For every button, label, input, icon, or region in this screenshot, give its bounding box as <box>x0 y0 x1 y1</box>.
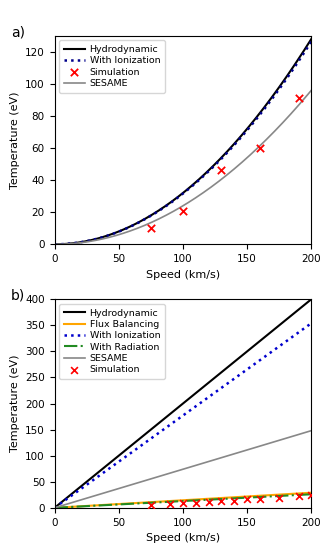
With Ionization <box>53 241 56 248</box>
Line: Flux Balancing: Flux Balancing <box>55 492 311 508</box>
Simulation <box>148 501 153 509</box>
Hydrodynamic <box>53 241 56 248</box>
Simulation <box>148 224 153 233</box>
With Radiation <box>169 498 173 505</box>
With Ionization <box>309 320 313 327</box>
Line: With Ionization: With Ionization <box>55 323 311 508</box>
Hydrodynamic <box>204 170 208 176</box>
SESAME <box>53 241 56 248</box>
SESAME <box>98 236 102 243</box>
SESAME <box>119 231 123 237</box>
SESAME <box>119 485 123 491</box>
SESAME <box>309 87 313 93</box>
Flux Balancing <box>119 501 123 507</box>
SESAME <box>246 154 250 160</box>
SESAME <box>246 446 250 453</box>
SESAME <box>53 505 56 511</box>
Text: b): b) <box>11 289 25 303</box>
X-axis label: Speed (km/s): Speed (km/s) <box>146 533 220 543</box>
With Radiation <box>53 505 56 511</box>
Hydrodynamic <box>98 468 102 474</box>
Simulation <box>219 497 224 506</box>
Flux Balancing <box>224 495 228 501</box>
SESAME <box>169 469 173 476</box>
Simulation <box>296 94 301 103</box>
Text: a): a) <box>11 25 25 40</box>
Hydrodynamic <box>98 234 102 241</box>
Simulation <box>257 144 263 153</box>
Hydrodynamic <box>246 348 250 354</box>
Line: With Ionization: With Ionization <box>55 42 311 244</box>
With Radiation <box>224 496 228 502</box>
SESAME <box>204 459 208 466</box>
With Ionization <box>119 457 123 464</box>
SESAME <box>224 453 228 460</box>
Legend: Hydrodynamic, Flux Balancing, With Ionization, With Radiation, SESAME, Simulatio: Hydrodynamic, Flux Balancing, With Ioniz… <box>59 304 165 379</box>
Line: Hydrodynamic: Hydrodynamic <box>55 299 311 508</box>
With Ionization <box>98 472 102 478</box>
With Ionization <box>224 150 228 157</box>
Hydrodynamic <box>119 451 123 457</box>
Legend: Hydrodynamic, With Ionization, Simulation, SESAME: Hydrodynamic, With Ionization, Simulatio… <box>59 41 165 93</box>
With Radiation <box>246 494 250 501</box>
With Ionization <box>246 366 250 372</box>
SESAME <box>224 172 228 179</box>
Flux Balancing <box>53 505 56 511</box>
Hydrodynamic <box>119 227 123 234</box>
Hydrodynamic <box>169 410 173 417</box>
With Radiation <box>204 496 208 503</box>
Hydrodynamic <box>204 382 208 388</box>
Simulation <box>168 500 173 508</box>
Line: SESAME: SESAME <box>55 430 311 508</box>
Hydrodynamic <box>224 365 228 372</box>
With Radiation <box>98 502 102 509</box>
X-axis label: Speed (km/s): Speed (km/s) <box>146 270 220 279</box>
With Ionization <box>204 171 208 177</box>
Line: With Radiation: With Radiation <box>55 494 311 508</box>
Simulation <box>257 495 263 503</box>
Hydrodynamic <box>309 36 313 42</box>
With Ionization <box>224 381 228 388</box>
With Radiation <box>119 501 123 508</box>
Hydrodynamic <box>246 125 250 131</box>
Simulation <box>296 492 301 501</box>
With Ionization <box>204 396 208 402</box>
Flux Balancing <box>169 498 173 505</box>
Flux Balancing <box>204 496 208 502</box>
Simulation <box>232 496 237 505</box>
Simulation <box>277 494 282 502</box>
With Ionization <box>169 421 173 428</box>
SESAME <box>204 188 208 194</box>
SESAME <box>169 210 173 216</box>
Y-axis label: Temperature (eV): Temperature (eV) <box>10 355 20 452</box>
Y-axis label: Temperature (eV): Temperature (eV) <box>10 91 20 189</box>
Simulation <box>180 206 186 215</box>
Flux Balancing <box>98 502 102 508</box>
SESAME <box>309 427 313 434</box>
Line: SESAME: SESAME <box>55 90 311 244</box>
Simulation <box>245 495 250 504</box>
Hydrodynamic <box>53 505 56 511</box>
Line: Hydrodynamic: Hydrodynamic <box>55 39 311 244</box>
Hydrodynamic <box>224 149 228 156</box>
Simulation <box>180 498 186 507</box>
With Ionization <box>309 38 313 45</box>
Flux Balancing <box>246 493 250 500</box>
Simulation <box>309 490 314 499</box>
Simulation <box>219 166 224 175</box>
With Ionization <box>246 126 250 133</box>
With Ionization <box>119 228 123 234</box>
SESAME <box>98 491 102 497</box>
Hydrodynamic <box>309 296 313 302</box>
With Ionization <box>98 234 102 241</box>
With Ionization <box>53 505 56 511</box>
Simulation <box>193 498 198 507</box>
Simulation <box>206 498 211 507</box>
With Radiation <box>309 491 313 497</box>
Flux Balancing <box>309 489 313 496</box>
Hydrodynamic <box>169 199 173 205</box>
With Ionization <box>169 199 173 206</box>
